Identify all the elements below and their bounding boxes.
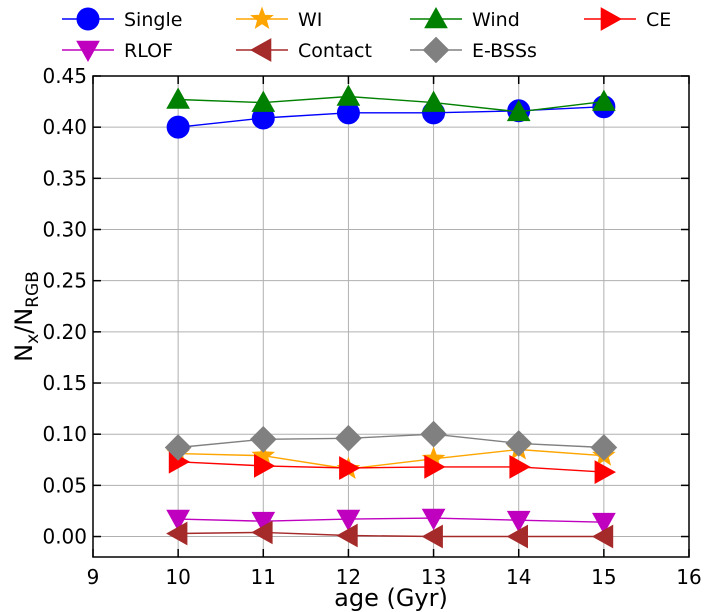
legend-entry-ce: CE	[584, 7, 671, 31]
legend-entry-single: Single	[62, 7, 182, 31]
x-tick-label: 14	[506, 565, 531, 589]
legend-marker	[424, 6, 448, 29]
y-tick-label: 0.25	[42, 269, 87, 293]
y-tick-label: 0.40	[42, 115, 87, 139]
series-layer	[164, 84, 618, 549]
data-point-wind	[421, 90, 446, 112]
legend-marker	[422, 36, 450, 64]
data-point-rlof	[336, 509, 361, 532]
y-tick-label: 0.20	[42, 320, 87, 344]
x-tick-label: 9	[87, 565, 100, 589]
data-point-ce	[509, 455, 531, 479]
y-tick-label: 0.15	[42, 371, 87, 395]
data-point-wind	[251, 90, 276, 112]
legend-marker	[249, 38, 272, 62]
legend-label: WI	[298, 9, 322, 31]
series-line-wi	[178, 448, 604, 470]
data-point-contact	[591, 524, 614, 549]
x-tick-label: 15	[591, 565, 616, 589]
legend-entry-contact: Contact	[236, 38, 372, 62]
data-point-e-bsss	[249, 425, 277, 453]
series-e-bsss	[164, 420, 618, 461]
legend-entry-e-bsss: E-BSSs	[410, 36, 537, 64]
legend-entry-wind: Wind	[410, 6, 520, 31]
legend: Single WI Wind CE RLOF Contact E-BSSs	[62, 6, 671, 64]
x-axis-title: age (Gyr)	[334, 584, 448, 612]
data-point-rlof	[506, 510, 531, 533]
legend-label: Single	[124, 9, 182, 31]
data-point-e-bsss	[335, 424, 362, 452]
axis-ticks: 9 10 11 12 13 14 15 16 0.00 0.05 0.10 0.15 0.20 0.25 0…	[42, 64, 701, 589]
data-point-contact	[166, 521, 188, 546]
legend-marker	[600, 7, 623, 31]
data-point-contact	[421, 524, 443, 549]
data-point-wind	[506, 99, 531, 122]
legend-label: Contact	[298, 40, 372, 62]
data-point-wind	[166, 87, 190, 109]
data-point-ce	[254, 454, 276, 478]
data-point-wind	[592, 89, 616, 111]
legend-entry-wi: WI	[236, 6, 322, 31]
series-line-ce	[178, 461, 604, 473]
data-point-single	[166, 115, 190, 139]
legend-marker	[76, 7, 100, 31]
y-axis-title-sub-rgb: RGB	[23, 271, 43, 308]
x-tick-label: 12	[336, 565, 361, 589]
series-line-contact	[178, 531, 604, 538]
data-point-e-bsss	[505, 430, 533, 457]
legend-label: E-BSSs	[472, 40, 537, 62]
x-tick-label: 13	[421, 565, 446, 589]
x-tick-label: 10	[165, 565, 190, 589]
y-tick-label: 0.45	[42, 64, 87, 88]
series-line-wind	[178, 95, 604, 113]
grid-lines	[93, 76, 689, 557]
series-line-e-bsss	[178, 433, 604, 449]
x-tick-label: 11	[251, 565, 276, 589]
y-tick-label: 0.30	[42, 218, 87, 242]
data-point-e-bsss	[164, 434, 192, 461]
data-point-e-bsss	[590, 434, 618, 461]
legend-label: Wind	[472, 9, 520, 31]
y-tick-label: 0.00	[42, 525, 87, 549]
data-point-ce	[424, 455, 446, 479]
data-point-contact	[251, 520, 273, 545]
legend-marker	[76, 40, 100, 63]
y-axis-title-slash: /N	[10, 308, 38, 334]
legend-entry-rlof: RLOF	[62, 40, 173, 63]
data-point-wind	[336, 84, 361, 106]
y-tick-label: 0.35	[42, 166, 87, 190]
data-point-contact	[336, 523, 358, 548]
y-axis-title-main: N	[10, 344, 38, 362]
data-point-contact	[506, 524, 528, 549]
series-wind	[166, 84, 616, 122]
y-tick-label: 0.10	[42, 422, 87, 446]
series-rlof	[166, 508, 616, 535]
series-line-rlof	[178, 517, 604, 523]
x-tick-label: 16	[676, 565, 701, 589]
data-point-rlof	[592, 512, 616, 535]
legend-label: CE	[646, 9, 671, 31]
y-tick-label: 0.05	[42, 473, 87, 497]
y-axis-title-sub-x: x	[23, 334, 43, 344]
series-ce	[168, 449, 616, 484]
data-point-ce	[594, 460, 616, 484]
data-point-ce	[339, 456, 361, 480]
data-point-e-bsss	[420, 420, 447, 448]
plot-frame	[92, 75, 690, 558]
y-axis-title: Nx/NRGB	[10, 271, 43, 362]
data-point-rlof	[166, 509, 190, 532]
legend-label: RLOF	[124, 40, 173, 62]
series-contact	[166, 520, 614, 549]
legend-marker	[250, 6, 274, 30]
data-point-rlof	[251, 511, 276, 534]
data-point-rlof	[421, 508, 446, 531]
